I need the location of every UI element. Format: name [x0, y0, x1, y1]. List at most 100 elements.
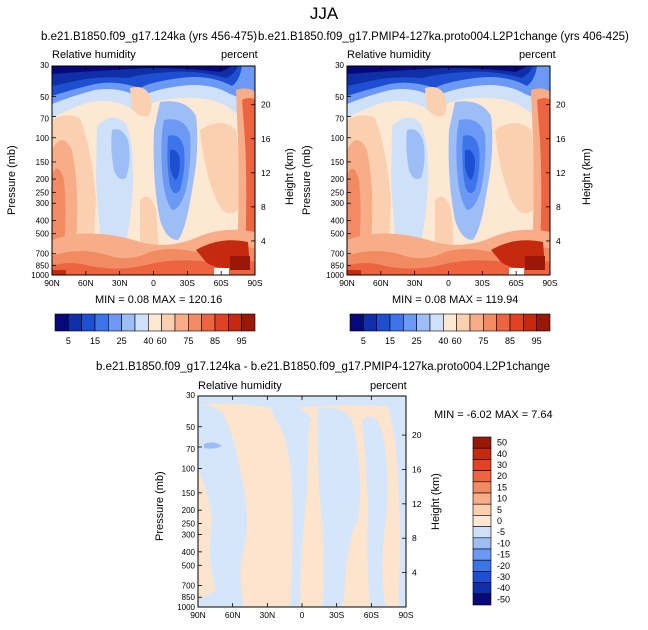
- x-tick-label: 0: [300, 610, 305, 620]
- colorbar-label: 85: [505, 336, 515, 346]
- x-tick-label: 30S: [329, 610, 344, 620]
- colorbar-swatch: [523, 313, 537, 332]
- y-tick-label: 100: [36, 134, 50, 143]
- x-tick-label: 0: [151, 278, 156, 288]
- y-tick-label: 850: [331, 261, 345, 270]
- colorbar-label: -10: [497, 538, 510, 548]
- y-tick-label: 300: [36, 199, 50, 208]
- y2-tick-label: 12: [412, 499, 422, 509]
- y-tick-label: 500: [182, 561, 196, 570]
- y2-tick-label: 16: [412, 464, 422, 474]
- x-tick-label: 60N: [225, 610, 241, 620]
- colorbar-swatch: [389, 313, 404, 332]
- y2-tick-label: 16: [261, 134, 271, 144]
- colorbar-label: 95: [237, 336, 247, 346]
- y2-tick-label: 4: [556, 236, 561, 246]
- colorbar-label: 10: [497, 494, 507, 504]
- colorbar-swatch: [228, 313, 242, 332]
- x-tick-label: 30S: [475, 278, 490, 288]
- colorbar-swatch: [201, 313, 216, 332]
- colorbar-swatch: [376, 313, 391, 332]
- colorbar-label: 5: [66, 336, 71, 346]
- colorbar-label: 75: [478, 336, 488, 346]
- colorbar-label: 15: [385, 336, 395, 346]
- panel-1-field: [52, 66, 255, 275]
- y-tick-label: 200: [331, 175, 345, 184]
- colorbar-swatch: [121, 313, 136, 332]
- panel-2-units-label: percent: [519, 49, 556, 61]
- colorbar-label: 60: [452, 336, 462, 346]
- colorbar-swatch: [472, 571, 492, 583]
- colorbar-label: 60: [157, 336, 167, 346]
- x-tick-label: 30N: [407, 278, 423, 288]
- x-tick-label: 90N: [44, 278, 60, 288]
- y-tick-label: 30: [335, 61, 344, 70]
- y2-tick-label: 8: [556, 202, 561, 212]
- x-tick-label: 30S: [180, 278, 195, 288]
- y-tick-label: 300: [182, 531, 196, 540]
- panel-2-stats: MIN = 0.08 MAX = 119.94: [392, 294, 519, 306]
- y-tick-label: 50: [335, 93, 344, 102]
- colorbar-swatch: [469, 313, 484, 332]
- colorbar-swatch: [536, 313, 551, 332]
- panel-3-units-label: percent: [370, 380, 407, 392]
- y-tick-label: 700: [331, 250, 345, 259]
- colorbar-swatch: [54, 313, 69, 332]
- colorbar-swatch: [241, 313, 256, 332]
- panel-3-variable-label: Relative humidity: [198, 380, 282, 392]
- y2-tick-label: 20: [261, 100, 271, 110]
- colorbar-label: -15: [497, 550, 510, 560]
- x-tick-label: 0: [446, 278, 451, 288]
- colorbar-swatch: [472, 582, 492, 595]
- x-tick-label: 60S: [364, 610, 379, 620]
- y-tick-label: 50: [186, 423, 195, 432]
- panel-2-title: b.e21.B1850.f09_g17.PMIP4-127ka.proto004…: [258, 31, 629, 43]
- y-tick-label: 100: [182, 464, 196, 473]
- y-tick-label: 1000: [326, 271, 344, 280]
- colorbar-label: 15: [90, 336, 100, 346]
- colorbar-swatch: [472, 492, 492, 505]
- panel-2-variable-label: Relative humidity: [347, 49, 431, 61]
- y-tick-label: 200: [36, 175, 50, 184]
- y-tick-label: 300: [331, 199, 345, 208]
- colorbar-swatch: [472, 470, 492, 483]
- panel-3-stats: MIN = -6.02 MAX = 7.64: [434, 409, 553, 421]
- y-tick-label: 400: [36, 216, 50, 225]
- y-tick-label: 70: [335, 115, 344, 124]
- colorbar-swatch: [403, 313, 417, 332]
- y-tick-label: 70: [40, 115, 49, 124]
- y-tick-label: 700: [36, 250, 50, 259]
- panel-3-field: [198, 396, 406, 607]
- x-tick-label: 90N: [339, 278, 355, 288]
- colorbar-label: 85: [210, 336, 220, 346]
- colorbar-label: -30: [497, 572, 510, 582]
- colorbar-label: 15: [497, 482, 507, 492]
- y-tick-label: 200: [182, 506, 196, 515]
- colorbar-swatch: [416, 313, 431, 332]
- colorbar-label: 5: [361, 336, 366, 346]
- x-tick-label: 90S: [247, 278, 262, 288]
- colorbar-swatch: [472, 559, 492, 572]
- colorbar-label: 5: [497, 505, 502, 515]
- colorbar-label: 40: [143, 336, 153, 346]
- colorbar-swatch: [456, 313, 471, 332]
- y2-tick-label: 4: [261, 236, 266, 246]
- y-tick-label: 30: [40, 61, 49, 70]
- panel-1-stats: MIN = 0.08 MAX = 120.16: [95, 294, 223, 306]
- y-tick-label: 250: [182, 520, 196, 529]
- colorbar-swatch: [472, 593, 492, 606]
- colorbar-swatch: [472, 515, 492, 527]
- colorbar-swatch: [472, 548, 492, 561]
- x-tick-label: 30N: [112, 278, 128, 288]
- y-tick-label: 700: [182, 582, 196, 591]
- panel-2-axes: 90N 60N 30N 0 30S 60S 90S 30 50 70 100 150 200 250 300…: [326, 61, 566, 288]
- y2-tick-label: 8: [412, 533, 417, 543]
- colorbar-label: 40: [497, 449, 507, 459]
- x-tick-label: 60S: [214, 278, 229, 288]
- colorbar-swatch: [161, 313, 176, 332]
- figure-title: JJA: [309, 4, 339, 23]
- y-tick-label: 100: [331, 134, 345, 143]
- y-tick-label: 250: [36, 188, 50, 197]
